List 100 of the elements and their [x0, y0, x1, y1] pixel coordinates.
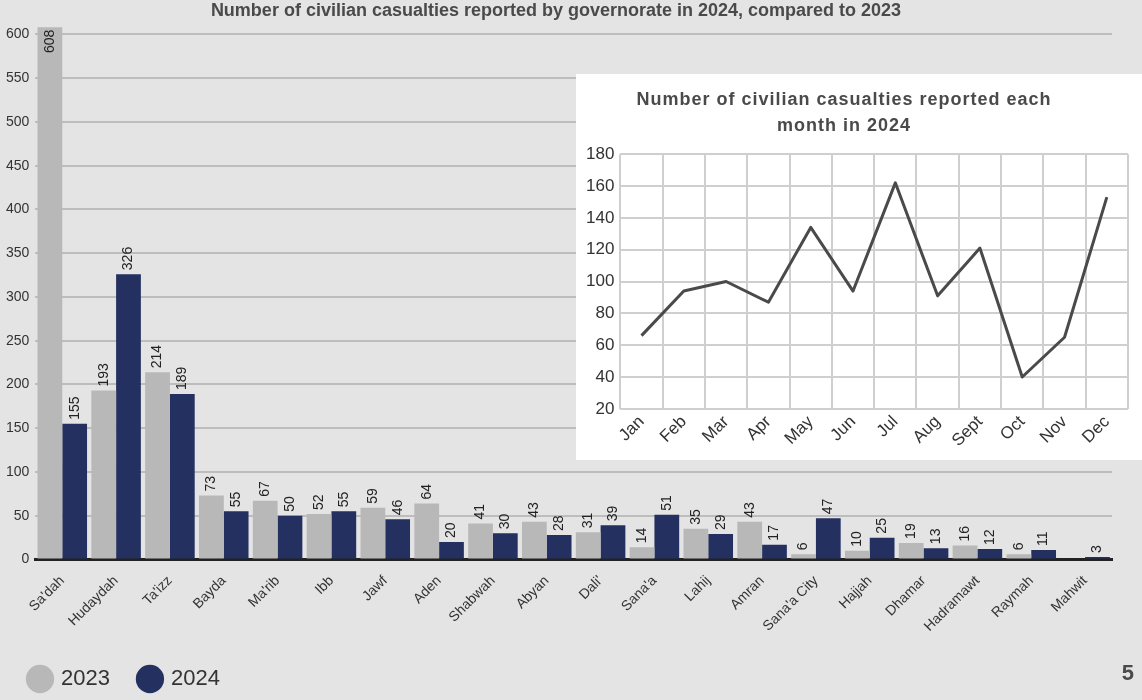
bar [923, 548, 949, 559]
bar [575, 532, 601, 559]
data-label: 608 [40, 29, 57, 53]
y-tick-label: 160 [585, 175, 615, 195]
x-tick-label: Jun [826, 411, 860, 445]
bar [683, 528, 709, 559]
data-label: 20 [442, 522, 459, 538]
bar [522, 521, 547, 559]
data-label: 13 [926, 528, 943, 545]
data-label: 50 [280, 495, 297, 512]
y-tick-label: 400 [6, 200, 30, 217]
y-tick-label: 20 [595, 398, 615, 418]
bar [762, 544, 787, 559]
y-tick-label: 140 [585, 207, 615, 227]
data-label: 43 [525, 502, 542, 518]
data-label: 64 [417, 483, 434, 500]
data-label: 214 [148, 344, 165, 369]
bar [977, 549, 1003, 559]
data-label: 46 [388, 499, 405, 516]
data-label: 17 [765, 524, 782, 541]
bar [331, 511, 357, 559]
legend-label: 2023 [61, 665, 110, 691]
y-tick-label: 80 [595, 303, 615, 323]
bar [654, 514, 680, 559]
data-label: 16 [955, 525, 972, 542]
x-tick-label: Feb [655, 411, 690, 446]
data-label: 3 [1088, 544, 1105, 553]
text: 5 [1121, 660, 1134, 686]
bar [791, 554, 816, 559]
bar [116, 274, 141, 559]
y-tick-label: 350 [6, 244, 30, 261]
data-label: 14 [632, 527, 649, 544]
y-tick-label: 450 [6, 156, 30, 173]
y-tick-label: 150 [6, 419, 30, 436]
bar [600, 525, 626, 559]
y-tick-label: 50 [13, 506, 30, 523]
data-label: 47 [819, 498, 836, 515]
data-label: 10 [848, 530, 865, 547]
data-label: 41 [471, 503, 488, 520]
y-tick-label: 100 [585, 271, 615, 291]
y-tick-label: 0 [21, 550, 30, 567]
bar [1031, 549, 1057, 559]
chart-title: Number of civilian casualties reported by governorate in 2024, compared to 2023 [210, 0, 902, 20]
y-tick-label: 180 [585, 143, 615, 163]
bar [737, 521, 763, 559]
data-label: 52 [309, 494, 326, 510]
x-tick-label: Jan [614, 411, 648, 445]
y-tick-label: 60 [595, 334, 615, 354]
bar [223, 511, 249, 559]
bar [169, 394, 195, 559]
data-label: 326 [119, 246, 136, 271]
x-tick-label: Oct [996, 411, 1029, 444]
y-tick-label: 100 [6, 462, 30, 479]
bar [898, 542, 924, 559]
x-tick-label: Nov [1035, 411, 1072, 447]
data-label: 12 [980, 529, 997, 545]
data-label: 189 [173, 366, 190, 391]
y-tick-label: 200 [6, 375, 30, 392]
x-tick-label: Dec [1078, 411, 1114, 447]
data-label: 35 [686, 509, 703, 525]
data-label: 6 [1009, 542, 1026, 551]
y-tick-label: 600 [6, 25, 30, 42]
data-label: 6 [794, 542, 811, 551]
data-label: 55 [227, 491, 244, 508]
data-label: 25 [873, 517, 889, 534]
data-label: 67 [256, 481, 273, 497]
x-tick-label: Ibb [311, 571, 337, 598]
data-label: 73 [202, 475, 219, 492]
bar [277, 515, 303, 559]
data-label: 39 [603, 505, 620, 522]
bar [815, 518, 841, 559]
y-tick-label: 500 [6, 112, 30, 129]
legend-label: 2024 [170, 665, 220, 691]
data-label: 29 [711, 514, 728, 531]
bar [492, 533, 518, 559]
bar [869, 537, 895, 559]
x-tick-label: May [780, 411, 818, 448]
data-label: 43 [740, 502, 757, 518]
chart-title: Number of civilian casualties reported each month in 2024 [635, 88, 1053, 137]
y-tick-label: 250 [6, 331, 30, 348]
bar [62, 423, 88, 559]
data-label: 30 [496, 513, 513, 530]
y-tick-label: 550 [6, 68, 30, 85]
bar [708, 534, 734, 559]
data-label: 31 [579, 512, 596, 529]
x-tick-label: Jul [872, 411, 902, 441]
x-tick-label: Mar [698, 411, 733, 446]
data-label: 11 [1034, 531, 1051, 546]
bar [468, 523, 493, 559]
y-tick-label: 300 [6, 287, 30, 304]
bar [844, 550, 870, 559]
x-tick-label: Aug [908, 411, 944, 447]
x-tick-label: Apr [742, 411, 775, 444]
y-tick-label: 120 [585, 239, 615, 259]
data-label: 51 [657, 495, 674, 511]
bar [385, 519, 411, 559]
data-label: 55 [334, 491, 351, 508]
bar [546, 535, 572, 559]
bar [1006, 554, 1032, 559]
bar [439, 542, 464, 559]
